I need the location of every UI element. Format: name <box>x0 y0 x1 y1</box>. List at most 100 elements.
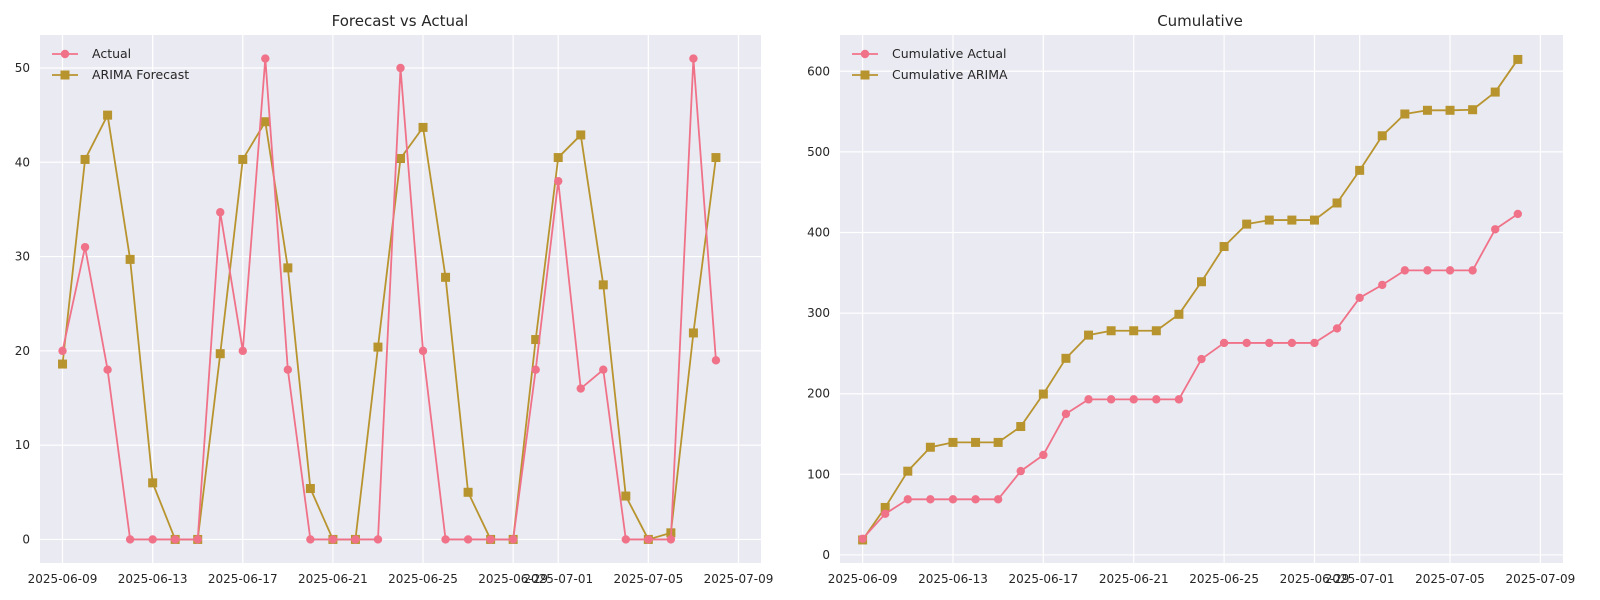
data-point <box>1152 395 1161 404</box>
data-point <box>711 356 721 365</box>
data-point <box>1219 242 1229 252</box>
data-point <box>599 365 608 374</box>
data-point <box>351 535 360 544</box>
forecast-vs-actual-chart: 0 10 20 30 40 50 2025-06-09 2025-06-13 2025-06-1… <box>15 12 774 586</box>
series-layer <box>58 54 721 544</box>
data-point <box>238 154 248 164</box>
x-tick-label: 2025-07-05 <box>1415 572 1485 586</box>
data-point <box>1242 338 1251 348</box>
data-point <box>1061 409 1071 419</box>
data-point <box>238 346 247 356</box>
data-point <box>215 349 225 359</box>
data-point <box>508 535 518 544</box>
data-point <box>396 63 405 73</box>
data-point <box>858 534 867 544</box>
data-point <box>1084 395 1093 404</box>
data-point <box>1016 422 1026 432</box>
data-point <box>1309 215 1319 225</box>
tick-labels: 0 10 20 30 40 50 2025-06-09 2025-06-13 2025-06-1… <box>15 61 774 586</box>
legend-label-actual: Actual <box>92 46 131 61</box>
data-point <box>971 437 981 447</box>
data-point <box>948 495 958 504</box>
data-point <box>463 487 473 497</box>
x-tick-label: 2025-06-17 <box>1008 572 1078 586</box>
x-tick-label: 2025-07-09 <box>704 572 774 586</box>
data-point <box>554 176 563 186</box>
data-point <box>306 535 315 544</box>
data-point <box>1287 215 1297 225</box>
data-point <box>80 154 90 164</box>
series-cumulative-arima <box>858 54 1523 545</box>
data-point <box>283 263 293 273</box>
data-point <box>1174 395 1184 404</box>
data-point <box>260 117 270 127</box>
data-point <box>1468 266 1477 275</box>
y-tick-label: 300 <box>807 306 830 320</box>
x-tick-label: 2025-06-13 <box>918 572 988 586</box>
tick-labels: 0 100 200 300 400 500 600 2025-06-09 2025-06-13 2… <box>807 64 1575 586</box>
y-tick-label: 0 <box>822 548 830 562</box>
data-point <box>711 153 721 163</box>
plot-area <box>840 35 1563 563</box>
data-point <box>971 495 980 504</box>
data-point <box>1197 354 1206 364</box>
data-point <box>1039 450 1048 460</box>
legend-label-forecast: ARIMA Forecast <box>92 67 189 82</box>
data-point <box>418 346 428 356</box>
legend: Cumulative Actual Cumulative ARIMA <box>852 46 1008 82</box>
data-point <box>1491 225 1500 234</box>
legend-label-cumulative-arima: Cumulative ARIMA <box>892 67 1008 82</box>
data-point <box>925 442 935 452</box>
y-tick-label: 50 <box>15 61 30 75</box>
x-tick-label: 2025-06-25 <box>388 572 458 586</box>
data-point <box>1468 105 1478 115</box>
y-tick-label: 200 <box>807 387 830 401</box>
data-point <box>1287 338 1297 348</box>
data-point <box>1378 280 1387 290</box>
data-point <box>1355 293 1364 302</box>
data-point <box>1513 54 1523 64</box>
data-point <box>688 328 698 338</box>
series-layer <box>858 54 1523 545</box>
data-point <box>621 491 631 501</box>
data-point <box>1490 87 1500 97</box>
data-point <box>880 502 890 512</box>
data-point <box>103 110 113 120</box>
x-tick-label: 2025-06-29 <box>478 572 548 586</box>
x-tick-label: 2025-06-13 <box>118 572 188 586</box>
data-point <box>1377 131 1387 141</box>
data-point <box>486 535 495 544</box>
data-point <box>531 335 541 345</box>
data-point <box>903 466 913 476</box>
data-point <box>1084 330 1094 340</box>
legend-marker-cumulative-actual <box>860 49 870 59</box>
series-line-arima-forecast <box>61 114 717 541</box>
data-point <box>1400 109 1410 119</box>
data-point <box>1422 105 1432 115</box>
data-point <box>903 495 912 504</box>
data-point <box>993 495 1003 504</box>
data-point <box>1332 324 1342 333</box>
x-tick-label: 2025-06-09 <box>28 572 98 586</box>
data-point <box>1242 219 1252 229</box>
data-point <box>283 365 293 374</box>
data-point <box>103 365 112 374</box>
data-point <box>125 535 135 544</box>
cumulative-chart: 0 100 200 300 400 500 600 2025-06-09 2025-06-13 2… <box>807 12 1575 586</box>
x-tick-label: 2025-07-05 <box>613 572 683 586</box>
x-tick-label: 2025-06-21 <box>298 572 368 586</box>
y-tick-label: 500 <box>807 145 830 159</box>
data-point <box>396 154 405 164</box>
data-point <box>1445 266 1455 275</box>
y-tick-label: 600 <box>807 64 830 78</box>
data-point <box>373 535 383 544</box>
y-tick-label: 100 <box>807 467 830 481</box>
data-point <box>1106 395 1116 404</box>
data-point <box>373 342 383 352</box>
data-point <box>463 535 473 544</box>
data-point <box>261 54 270 63</box>
data-point <box>689 54 698 63</box>
data-point <box>1219 338 1229 348</box>
data-point <box>125 254 135 264</box>
data-point <box>58 346 67 356</box>
